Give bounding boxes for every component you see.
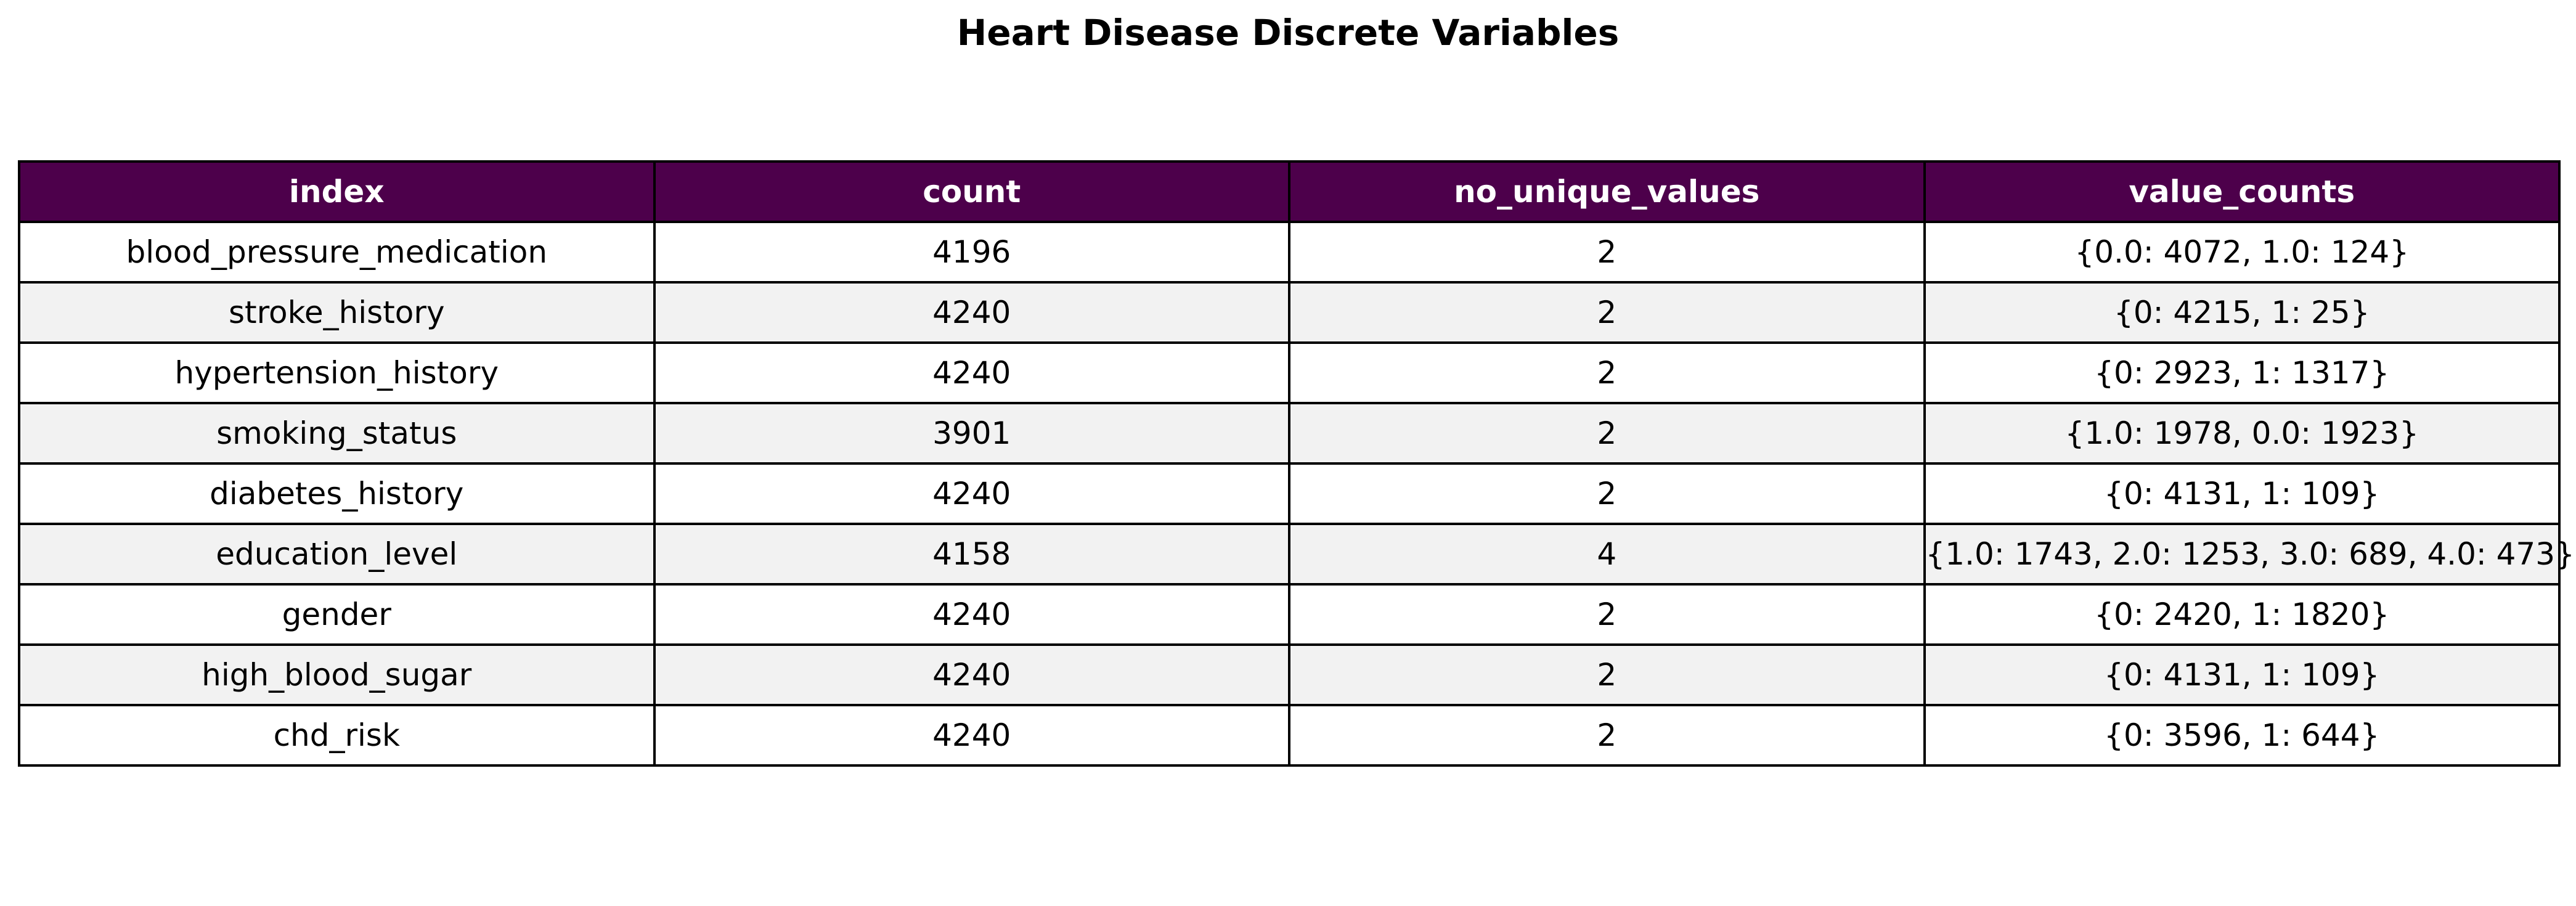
table-row: diabetes_history 4240 2 {0: 4131, 1: 109}	[18, 462, 2561, 525]
cell-value: {0: 2923, 1: 1317}	[2094, 355, 2390, 391]
cell-value: 2	[1597, 597, 1617, 632]
cell-value: {0: 4131, 1: 109}	[2104, 476, 2380, 512]
cell-value: 2	[1597, 717, 1617, 753]
cell-value: {1.0: 1978, 0.0: 1923}	[2064, 415, 2419, 451]
column-header-label: no_unique_values	[1454, 174, 1760, 210]
cell-value: diabetes_history	[210, 476, 464, 512]
chart-title: Heart Disease Discrete Variables	[956, 12, 1620, 54]
cell-value: chd_risk	[273, 717, 400, 753]
cell-value: {0: 4215, 1: 25}	[2114, 295, 2370, 330]
cell-value: 4240	[932, 597, 1011, 632]
table-cell: 4158	[653, 523, 1290, 586]
column-header: no_unique_values	[1288, 160, 1926, 223]
table-cell: education_level	[18, 523, 656, 586]
table-cell: 2	[1288, 221, 1926, 284]
column-header: value_counts	[1923, 160, 2561, 223]
cell-value: hypertension_history	[174, 355, 499, 391]
table-cell: 4240	[653, 704, 1290, 767]
table-cell: {1.0: 1743, 2.0: 1253, 3.0: 689, 4.0: 47…	[1923, 523, 2575, 586]
cell-value: 4240	[932, 657, 1011, 693]
table-cell: 2	[1288, 643, 1926, 706]
cell-value: 4240	[932, 717, 1011, 753]
cell-value: education_level	[216, 536, 458, 572]
table-row: high_blood_sugar 4240 2 {0: 4131, 1: 109}	[18, 643, 2561, 706]
table-body: blood_pressure_medication 4196 2 {0.0: 4072…	[18, 221, 2575, 767]
table-cell: gender	[18, 583, 656, 646]
cell-value: {1.0: 1743, 2.0: 1253, 3.0: 689, 4.0: 47…	[1925, 536, 2575, 572]
table-cell: 4240	[653, 643, 1290, 706]
table-cell: {0: 2923, 1: 1317}	[1923, 341, 2561, 404]
column-header-label: value_counts	[2129, 174, 2355, 210]
table-cell: 4196	[653, 221, 1290, 284]
cell-value: {0: 2420, 1: 1820}	[2094, 597, 2390, 632]
table-cell: blood_pressure_medication	[18, 221, 656, 284]
cell-value: 4240	[932, 355, 1011, 391]
column-header-label: index	[288, 174, 385, 210]
cell-value: {0: 4131, 1: 109}	[2104, 657, 2380, 693]
cell-value: 4240	[932, 476, 1011, 512]
table-cell: {0: 4215, 1: 25}	[1923, 281, 2561, 344]
table-cell: 4240	[653, 341, 1290, 404]
table-row: hypertension_history 4240 2 {0: 2923, 1: 13…	[18, 341, 2561, 404]
table-cell: 4240	[653, 462, 1290, 525]
cell-value: smoking_status	[216, 415, 457, 451]
table-cell: 2	[1288, 341, 1926, 404]
table-cell: {0: 3596, 1: 644}	[1923, 704, 2561, 767]
cell-value: 3901	[932, 415, 1011, 451]
table-cell: 2	[1288, 704, 1926, 767]
column-header-label: count	[923, 174, 1021, 210]
table-row: chd_risk 4240 2 {0: 3596, 1: 644}	[18, 704, 2561, 767]
cell-value: high_blood_sugar	[202, 657, 472, 693]
cell-value: {0.0: 4072, 1.0: 124}	[2074, 234, 2410, 270]
cell-value: gender	[282, 597, 391, 632]
cell-value: {0: 3596, 1: 644}	[2104, 717, 2380, 753]
cell-value: 2	[1597, 415, 1617, 451]
table-cell: 2	[1288, 462, 1926, 525]
cell-value: 2	[1597, 295, 1617, 330]
table-cell: {0: 2420, 1: 1820}	[1923, 583, 2561, 646]
table-cell: 2	[1288, 583, 1926, 646]
cell-value: 4196	[932, 234, 1011, 270]
table-cell: 2	[1288, 281, 1926, 344]
table-cell: diabetes_history	[18, 462, 656, 525]
table-cell: {1.0: 1978, 0.0: 1923}	[1923, 402, 2561, 465]
cell-value: 4	[1597, 536, 1617, 572]
cell-value: 4240	[932, 295, 1011, 330]
column-header: count	[653, 160, 1290, 223]
cell-value: stroke_history	[228, 295, 445, 330]
table-cell: 3901	[653, 402, 1290, 465]
cell-value: 4158	[932, 536, 1011, 572]
cell-value: 2	[1597, 476, 1617, 512]
table-cell: smoking_status	[18, 402, 656, 465]
table-cell: {0.0: 4072, 1.0: 124}	[1923, 221, 2561, 284]
table-cell: {0: 4131, 1: 109}	[1923, 462, 2561, 525]
table-cell: 2	[1288, 402, 1926, 465]
table-cell: {0: 4131, 1: 109}	[1923, 643, 2561, 706]
table-row: gender 4240 2 {0: 2420, 1: 1820}	[18, 583, 2561, 646]
table-cell: 4	[1288, 523, 1926, 586]
table-cell: high_blood_sugar	[18, 643, 656, 706]
column-header: index	[18, 160, 656, 223]
table-cell: stroke_history	[18, 281, 656, 344]
table-row: stroke_history 4240 2 {0: 4215, 1: 25}	[18, 281, 2561, 344]
table-row: smoking_status 3901 2 {1.0: 1978, 0.0: 1923…	[18, 402, 2561, 465]
cell-value: 2	[1597, 234, 1617, 270]
table-row: education_level 4158 4 {1.0: 1743, 2.0: 125…	[18, 523, 2575, 586]
table-cell: chd_risk	[18, 704, 656, 767]
table-cell: hypertension_history	[18, 341, 656, 404]
header-row: index count no_unique_values value_counts	[18, 160, 2561, 223]
table-cell: 4240	[653, 583, 1290, 646]
table-row: blood_pressure_medication 4196 2 {0.0: 4072…	[18, 221, 2561, 284]
cell-value: blood_pressure_medication	[126, 234, 548, 270]
table-cell: 4240	[653, 281, 1290, 344]
cell-value: 2	[1597, 355, 1617, 391]
cell-value: 2	[1597, 657, 1617, 693]
data-table: index count no_unique_values value_counts b…	[18, 160, 2575, 767]
table-header: index count no_unique_values value_counts	[18, 160, 2561, 223]
